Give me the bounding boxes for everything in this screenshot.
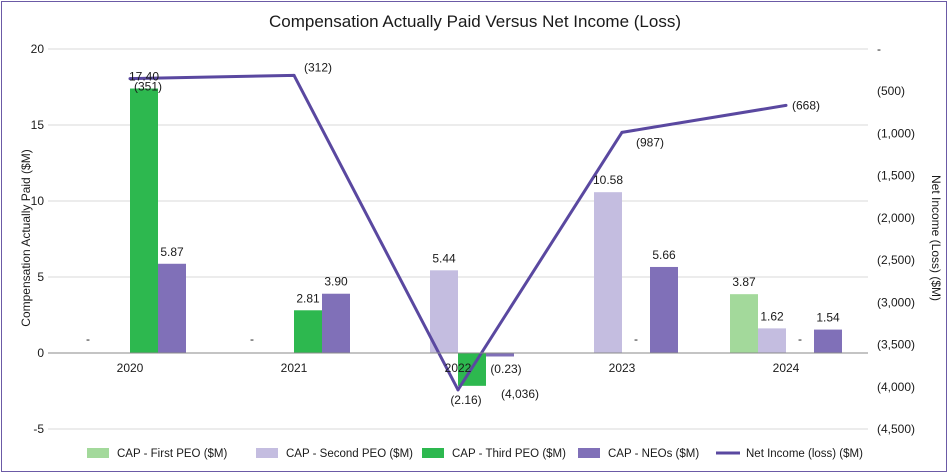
legend-swatch (87, 448, 109, 458)
x-tick-label: 2024 (773, 361, 800, 375)
bar-neos (158, 263, 186, 353)
y-right-tick-label: (2,500) (877, 253, 915, 267)
net-income-point (784, 103, 788, 107)
net-income-point (128, 77, 132, 81)
legend-label: CAP - First PEO ($M) (117, 448, 227, 460)
y-left-tick-label: 20 (31, 42, 45, 56)
legend-label: CAP - Second PEO ($M) (286, 448, 413, 460)
y-right-tick-label: (1,500) (877, 169, 915, 183)
legend-label: CAP - Third PEO ($M) (452, 448, 566, 460)
net-income-point (456, 388, 460, 392)
gridlines (48, 48, 868, 430)
legend-swatch (578, 448, 600, 458)
data-label: 10.58 (593, 173, 623, 187)
bar-second-peo (758, 328, 786, 353)
y-right-tick-label: (3,500) (877, 338, 915, 352)
net-income-line (128, 73, 788, 392)
bar-neos (814, 329, 842, 353)
legend-item-neos: CAP - NEOs ($M) (578, 448, 699, 460)
y-left-tick-label: 0 (37, 346, 44, 360)
axes: 20 15 10 5 0 -5 - (500) (1,000) (1,500) (2,000) (2,… (31, 42, 915, 436)
legend-label: CAP - NEOs ($M) (608, 448, 699, 460)
bar-neos (650, 266, 678, 353)
y-axis-right-label: Net Income (Loss) ($M) (929, 175, 943, 301)
x-tick-label: 2022 (445, 361, 472, 375)
data-label: - (86, 332, 90, 346)
data-label: 3.87 (732, 275, 756, 289)
legend-item-third-peo: CAP - Third PEO ($M) (422, 448, 566, 460)
y-right-tick-label: (4,500) (877, 422, 915, 436)
y-right-tick-label: (2,000) (877, 211, 915, 225)
bar-second-peo (594, 192, 622, 353)
legend-swatch (256, 448, 278, 458)
line-data-label: (668) (792, 98, 820, 112)
y-right-tick-label: - (877, 42, 881, 56)
legend-item-second-peo: CAP - Second PEO ($M) (256, 448, 413, 460)
data-label: 5.66 (652, 248, 676, 262)
bar-neos (322, 293, 350, 353)
x-tick-label: 2023 (609, 361, 636, 375)
bar-third-peo (130, 88, 158, 354)
legend-item-net-income: Net Income (loss) ($M) (716, 448, 863, 460)
y-left-tick-label: -5 (33, 422, 44, 436)
data-label: 1.62 (760, 309, 784, 323)
line-data-label: (312) (304, 60, 332, 74)
data-labels: - - 3.87 5.44 10.58 1.62 17.40 2.81 (2.16) - - 5.87… (86, 60, 840, 406)
net-income-point (620, 130, 624, 134)
data-label: 2.81 (296, 291, 320, 305)
x-tick-label: 2021 (281, 361, 308, 375)
bar-second-peo (430, 270, 458, 353)
bar-neos (486, 353, 514, 357)
data-label: 17.40 (129, 70, 159, 84)
legend: CAP - First PEO ($M) CAP - Second PEO ($M… (87, 448, 863, 460)
bar-third-peo (294, 310, 322, 353)
legend-item-first-peo: CAP - First PEO ($M) (87, 448, 227, 460)
data-label: (2.16) (450, 393, 481, 407)
bars (130, 88, 842, 386)
y-right-tick-label: (4,000) (877, 380, 915, 394)
y-left-tick-label: 15 (31, 118, 45, 132)
chart-title: Compensation Actually Paid Versus Net In… (269, 12, 681, 31)
legend-swatch (422, 448, 444, 458)
data-label: 5.87 (160, 245, 184, 259)
x-tick-label: 2020 (117, 361, 144, 375)
data-label: - (798, 332, 802, 346)
y-axis-left-label: Compensation Actually Paid ($M) (19, 149, 33, 326)
y-left-tick-label: 5 (37, 270, 44, 284)
legend-label: Net Income (loss) ($M) (746, 448, 863, 460)
bar-first-peo (730, 294, 758, 353)
data-label: - (250, 332, 254, 346)
y-right-tick-label: (1,000) (877, 126, 915, 140)
line-data-label: (4,036) (501, 387, 539, 401)
y-right-tick-label: (500) (877, 84, 905, 98)
net-income-point (292, 73, 296, 77)
line-data-label: (351) (134, 80, 162, 94)
data-label: (0.23) (490, 362, 521, 376)
line-data-label: (987) (636, 135, 664, 149)
data-label: - (634, 332, 638, 346)
data-label: 5.44 (432, 251, 456, 265)
y-right-tick-label: (3,000) (877, 295, 915, 309)
y-left-tick-label: 10 (31, 194, 45, 208)
data-label: 3.90 (324, 275, 348, 289)
data-label: 1.54 (816, 311, 840, 325)
